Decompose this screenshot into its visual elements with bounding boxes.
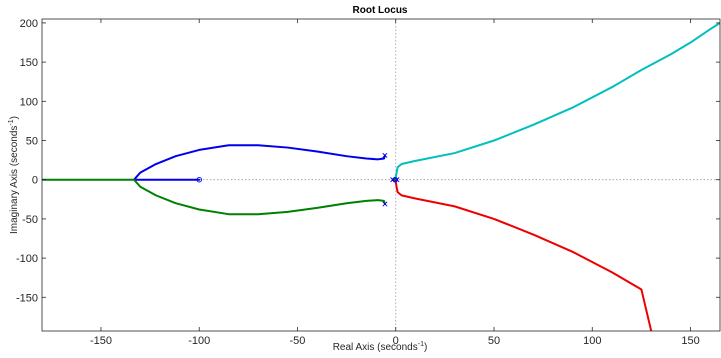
y-axis-label-close: ) [9, 116, 20, 119]
x-axis-label-text: Real Axis (seconds [333, 342, 418, 353]
x-tick-label: 150 [681, 335, 699, 347]
y-tick-label: 200 [20, 18, 38, 30]
zero-marker-2 [392, 176, 398, 183]
locus-branch-4 [391, 178, 653, 331]
x-axis-label-close: ) [424, 342, 427, 353]
plot-area: -150 -100 -50 0 50 100 150 -150 -100 -50 0 50 100 150… [16, 18, 721, 347]
marker-layer [196, 152, 400, 207]
y-tick-label: -100 [16, 253, 38, 265]
x-tick-label: -50 [290, 335, 306, 347]
x-axis-label-superscript: -1 [418, 341, 424, 348]
y-tick-label: -150 [16, 292, 38, 304]
y-axis-label-superscript: -1 [8, 119, 15, 125]
zero-marker-1 [196, 176, 202, 183]
x-axis-label: Real Axis (seconds-1) [333, 341, 428, 353]
tick-layer: -150 -100 -50 0 50 100 150 -150 -100 -50 0 50 100 150… [16, 18, 720, 347]
x-tick-label: 0 [393, 335, 399, 347]
y-tick-label: 100 [20, 96, 38, 108]
locus-branch-1 [133, 144, 386, 181]
pole-marker-4 [394, 177, 400, 183]
pole-marker-1 [382, 152, 388, 158]
y-tick-label: 50 [26, 136, 38, 148]
axes-box [41, 18, 721, 332]
series-layer [42, 21, 720, 331]
y-tick-label: 150 [20, 57, 38, 69]
locus-branch-2 [42, 178, 386, 216]
y-axis-label: Imaginary Axis (seconds-1) [8, 116, 20, 234]
x-tick-label: -100 [188, 335, 210, 347]
x-tick-label: 100 [583, 335, 601, 347]
y-tick-label: 0 [32, 175, 38, 187]
x-tick-label: -150 [90, 335, 112, 347]
y-tick-label: -50 [22, 214, 38, 226]
x-tick-label: 50 [488, 335, 500, 347]
chart-title: Root Locus [353, 5, 408, 16]
locus-branch-3 [391, 21, 720, 181]
plot-background [42, 19, 720, 331]
pole-marker-2 [382, 201, 388, 207]
y-axis-label-text: Imaginary Axis (seconds [9, 126, 20, 234]
